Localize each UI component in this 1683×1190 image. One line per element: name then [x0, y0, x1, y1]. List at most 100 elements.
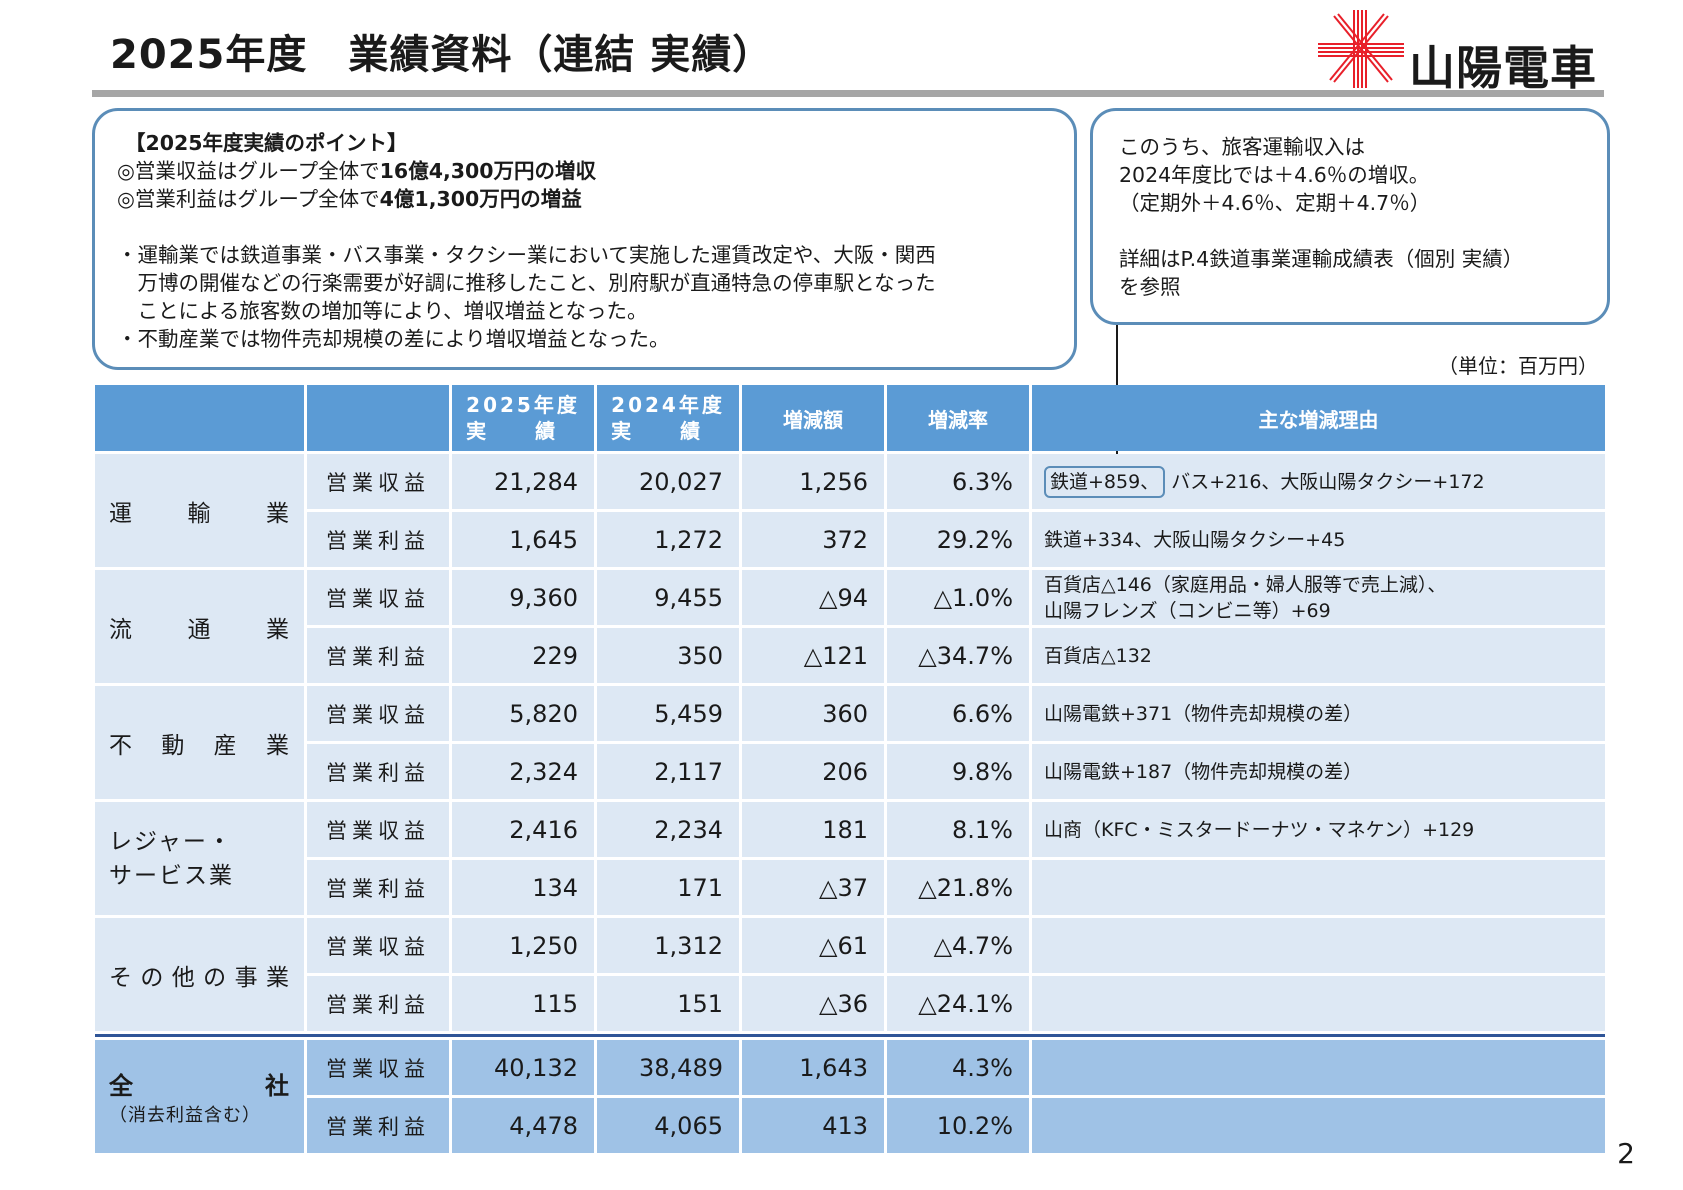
segment-name-char: 産	[213, 732, 239, 759]
side-line: を参照	[1119, 275, 1181, 299]
item-label: 営業収益	[307, 1040, 449, 1095]
value-2024: 2,117	[597, 744, 739, 799]
header-2025-year: 2025年度	[466, 393, 580, 417]
segment-name-line: サービス業	[109, 859, 291, 893]
points-line-revenue-value: 16億4,300万円の増収	[379, 159, 597, 183]
segment-name-char: 全	[109, 1072, 135, 1100]
points-line-revenue-text: ◎営業収益はグループ全体で	[117, 159, 380, 183]
segment-name-char: 業	[265, 964, 291, 991]
item-label: 営業利益	[307, 976, 449, 1031]
segment-name-char: 流	[109, 616, 134, 643]
reason-cell: 鉄道+859、 バス+216、大阪山陽タクシー+172	[1032, 454, 1605, 509]
segment-name-char: 社	[265, 1072, 291, 1100]
table-row-total: 全社（消去利益含む） 営業収益 40,132 38,489 1,643 4.3%	[95, 1040, 1605, 1153]
value-2025: 40,132	[452, 1040, 594, 1095]
value-rate: △24.1%	[887, 976, 1029, 1031]
points-bullet: ことによる旅客数の増加等により、増収増益となった。	[117, 299, 648, 323]
table-row: 営業利益 134 171 △37 △21.8%	[95, 860, 1605, 915]
points-line-profit-text: ◎営業利益はグループ全体で	[117, 187, 380, 211]
header-change: 増減額	[742, 385, 884, 451]
value-2025: 2,324	[452, 744, 594, 799]
item-label: 営業収益	[307, 570, 449, 625]
value-2025: 4,478	[452, 1098, 594, 1153]
total-subtitle: （消去利益含む）	[109, 1105, 261, 1126]
value-2024: 5,459	[597, 686, 739, 741]
reason-cell: 百貨店△146（家庭用品・婦人服等で売上減）、 山陽フレンズ（コンビニ等）+69	[1032, 570, 1605, 625]
segment-name: 運輸業	[95, 454, 304, 567]
value-2024: 350	[597, 628, 739, 683]
reason-cell	[1032, 1098, 1605, 1153]
item-label: 営業収益	[307, 918, 449, 973]
table-row: 不動産業営業収益 5,820 5,459 360 6.6% 山陽電鉄+371（物件売却規模…	[95, 686, 1605, 799]
segment-name-char: サ	[109, 862, 134, 889]
table-row: 流通業営業収益 9,360 9,455 △94 △1.0% 百貨店△146（家庭用品・婦人…	[95, 570, 1605, 683]
reason-cell	[1032, 976, 1605, 1031]
segment-name-text: 不動産業	[109, 726, 291, 760]
header-reason: 主な増減理由	[1032, 385, 1605, 451]
table-row: その他の事業営業収益 1,250 1,312 △61 △4.7%	[95, 918, 1605, 1031]
value-rate: 6.6%	[887, 686, 1029, 741]
page-title: 2025年度 業績資料（連結 実績）	[110, 32, 774, 78]
segment-name-char: ャ	[157, 828, 183, 855]
value-2024: 2,234	[597, 802, 739, 857]
reason-highlight: 鉄道+859、	[1044, 465, 1166, 498]
value-2025: 9,360	[452, 570, 594, 625]
segment-name-char: の	[203, 964, 229, 991]
segment-name-char: 業	[266, 616, 291, 643]
table-row: 営業利益 1,645 1,272 372 29.2% 鉄道+334、大阪山陽タクシー+45	[95, 512, 1605, 567]
value-rate: 10.2%	[887, 1098, 1029, 1153]
points-bullet: ・不動産業では物件売却規模の差により増収増益となった。	[117, 327, 670, 351]
header-item	[307, 385, 449, 451]
segment-name-char: ・	[207, 828, 233, 855]
item-label: 営業利益	[307, 628, 449, 683]
reason-cell	[1032, 918, 1605, 973]
side-line: 2024年度比では＋4.6％の増収。	[1119, 163, 1430, 187]
value-2024: 38,489	[597, 1040, 739, 1095]
item-label: 営業収益	[307, 686, 449, 741]
segment-name: レジャー・ サービス業	[95, 802, 304, 915]
table-row-total: 営業利益 4,478 4,065 413 10.2%	[95, 1098, 1605, 1153]
value-2024: 4,065	[597, 1098, 739, 1153]
points-bullet: 万博の開催などの行楽需要が好調に推移したこと、別府駅が直通特急の停車駅となった	[117, 271, 936, 295]
value-rate: 9.8%	[887, 744, 1029, 799]
segment-name-char: ビ	[159, 862, 184, 889]
table-row: 営業利益 115 151 △36 △24.1%	[95, 976, 1605, 1031]
total-name-text: 全社	[109, 1066, 291, 1101]
header-2025: 2025年度実 績	[452, 385, 594, 451]
segment-name-line: レジャー・	[109, 825, 291, 859]
reason-cell	[1032, 1040, 1605, 1095]
segment-name-char: 事	[234, 964, 260, 991]
value-change: 372	[742, 512, 884, 567]
item-label: 営業利益	[307, 1098, 449, 1153]
value-rate: 29.2%	[887, 512, 1029, 567]
item-label: 営業利益	[307, 860, 449, 915]
unit-label: （単位：百万円）	[1438, 354, 1598, 378]
reason-text: 百貨店△132	[1044, 644, 1152, 667]
segment-name-char: 動	[161, 732, 187, 759]
header-rate: 増減率	[887, 385, 1029, 451]
reason-cell: 鉄道+334、大阪山陽タクシー+45	[1032, 512, 1605, 567]
header-2024-year: 2024年度	[611, 393, 725, 417]
value-rate: △1.0%	[887, 570, 1029, 625]
points-heading: 【2025年度実績のポイント】	[125, 131, 408, 155]
points-bullet: ・運輸業では鉄道事業・バス事業・タクシー業において実施した運賃改定や、大阪・関西	[117, 243, 936, 267]
segment-name-char: 通	[187, 616, 213, 643]
segment-name-char: 不	[109, 732, 134, 759]
segment-name-char: 業	[209, 862, 234, 889]
segment-name-char: 輸	[187, 500, 213, 527]
value-2025: 1,645	[452, 512, 594, 567]
item-label: 営業利益	[307, 744, 449, 799]
segment-name: 不動産業	[95, 686, 304, 799]
side-line: このうち、旅客運輸収入は	[1119, 135, 1365, 159]
value-change: 1,643	[742, 1040, 884, 1095]
value-2024: 171	[597, 860, 739, 915]
reason-text: 鉄道+334、大阪山陽タクシー+45	[1044, 528, 1346, 551]
points-line-profit-value: 4億1,300万円の増益	[379, 187, 582, 211]
item-label: 営業利益	[307, 512, 449, 567]
segment-name-text: 運輸業	[109, 494, 291, 528]
value-change: △94	[742, 570, 884, 625]
segment-name-char: レ	[109, 828, 134, 855]
value-change: △61	[742, 918, 884, 973]
segment-name-text: その他の事業	[109, 958, 291, 992]
table-row: 営業利益 229 350 △121 △34.7% 百貨店△132	[95, 628, 1605, 683]
